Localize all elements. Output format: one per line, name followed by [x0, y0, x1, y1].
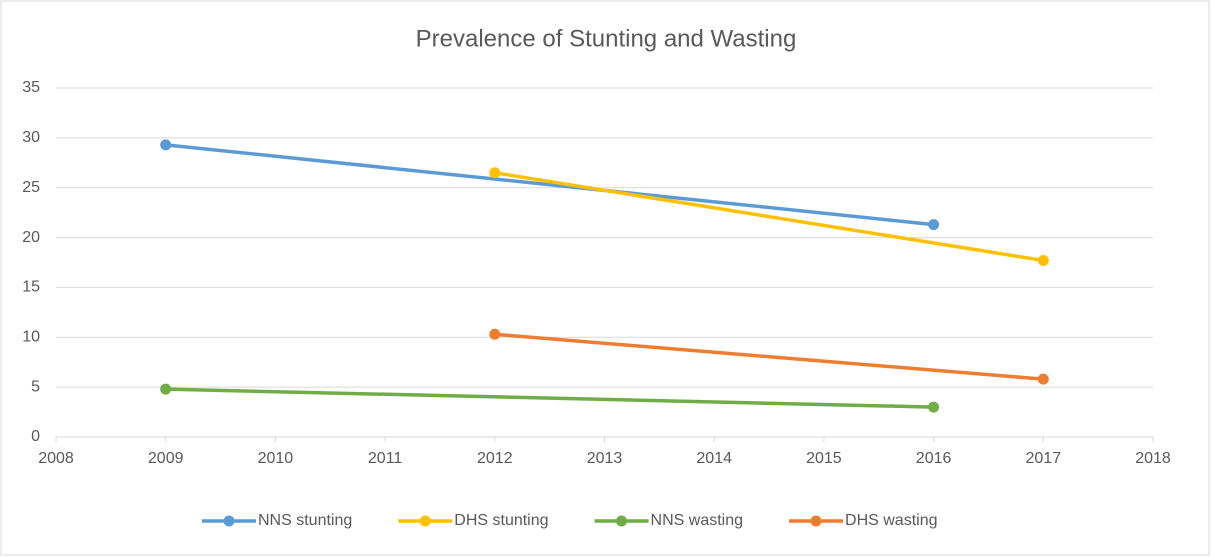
y-tick-label: 25 [22, 179, 40, 196]
chart-title: Prevalence of Stunting and Wasting [416, 25, 797, 52]
data-point [160, 139, 172, 151]
legend-marker [616, 515, 628, 527]
y-tick-label: 30 [22, 129, 40, 146]
x-tick-label: 2012 [477, 450, 513, 467]
data-point [489, 328, 501, 340]
x-tick-label: 2018 [1135, 450, 1171, 467]
y-tick-label: 35 [22, 79, 40, 96]
legend-label: DHS wasting [845, 512, 937, 529]
data-point [928, 401, 940, 413]
data-point [160, 383, 172, 395]
x-tick-label: 2009 [148, 450, 184, 467]
legend-marker [810, 515, 822, 527]
x-tick-label: 2016 [916, 450, 952, 467]
legend-label: NNS wasting [651, 512, 743, 529]
x-tick-label: 2015 [806, 450, 842, 467]
legend-label: NNS stunting [258, 512, 352, 529]
y-tick-label: 20 [22, 229, 40, 246]
x-tick-label: 2011 [368, 450, 403, 467]
series-line [163, 143, 936, 227]
x-tick-label: 2013 [587, 450, 623, 467]
legend-marker [223, 515, 235, 527]
x-tick-label: 2017 [1026, 450, 1062, 467]
y-tick-label: 5 [31, 378, 40, 395]
x-tick-label: 2008 [38, 450, 74, 467]
series-line [163, 387, 936, 409]
series-line [493, 171, 1046, 263]
x-tick-label: 2010 [258, 450, 294, 467]
y-tick-label: 0 [31, 428, 40, 445]
series-line [493, 332, 1046, 381]
data-point [489, 167, 501, 179]
data-point [1037, 255, 1049, 267]
legend-label: DHS stunting [454, 512, 548, 529]
y-tick-label: 10 [22, 329, 40, 346]
y-tick-label: 15 [22, 279, 40, 296]
data-point [928, 219, 940, 231]
legend-marker [419, 515, 431, 527]
x-tick-label: 2014 [696, 450, 732, 467]
data-point [1037, 373, 1049, 385]
